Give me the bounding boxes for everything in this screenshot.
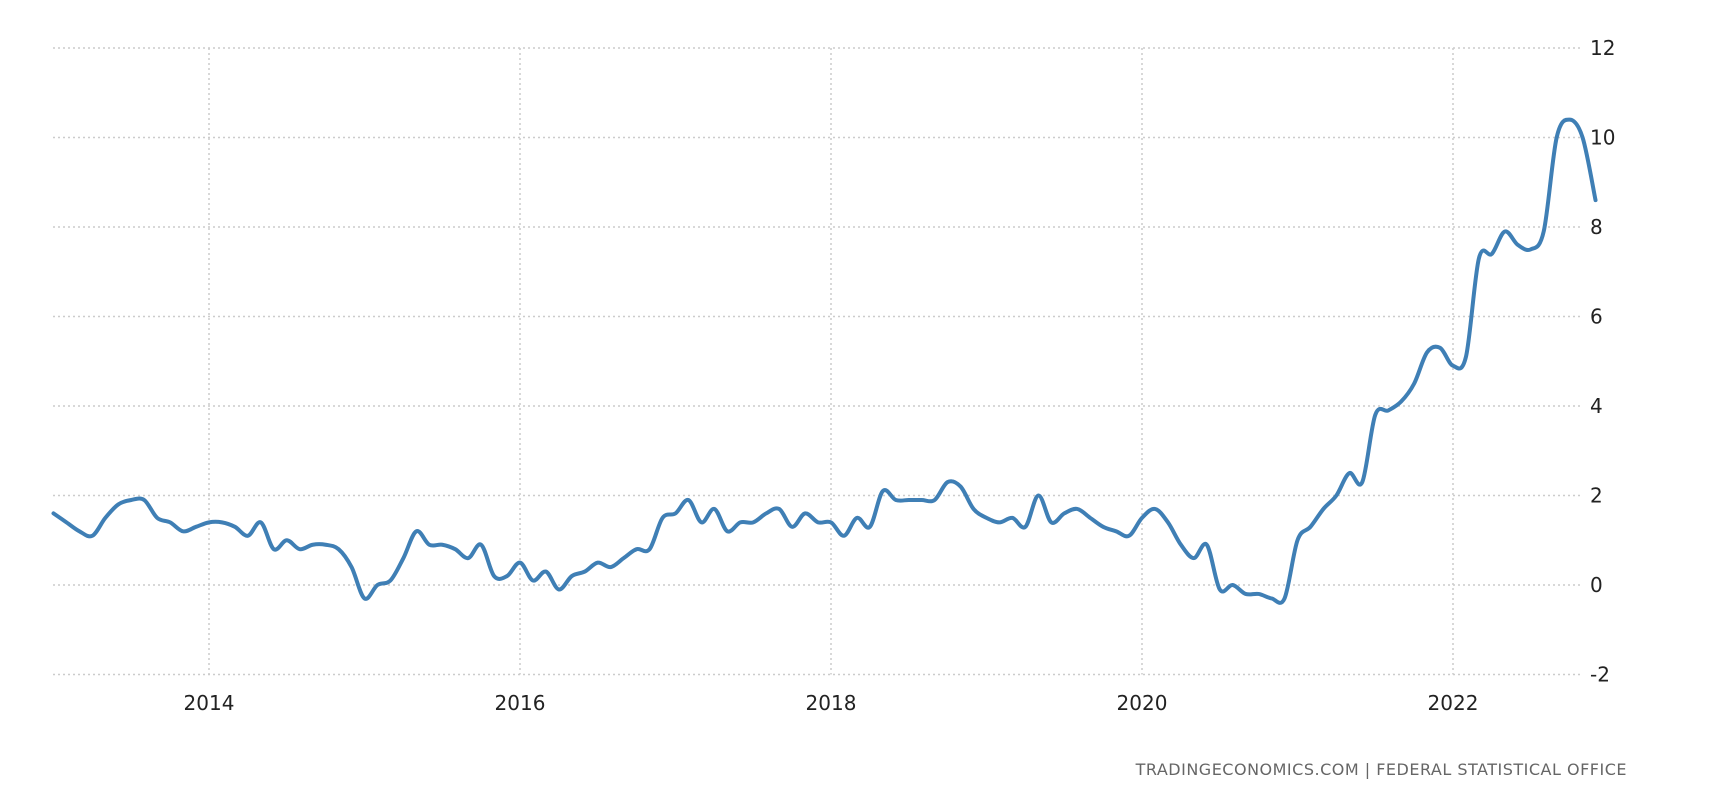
y-tick-label: 10: [1590, 126, 1615, 150]
x-tick-label: 2018: [806, 691, 857, 715]
gridlines: [53, 47, 1582, 676]
x-axis-ticks: 2014 2016 2018 2020 2022: [184, 691, 1479, 715]
x-tick-label: 2014: [184, 691, 235, 715]
y-tick-label: 0: [1590, 573, 1603, 597]
series-line: [51, 117, 1598, 605]
x-tick-label: 2020: [1117, 691, 1168, 715]
y-tick-label: 8: [1590, 215, 1603, 239]
y-tick-label: 12: [1590, 36, 1615, 60]
x-tick-label: 2016: [495, 691, 546, 715]
y-tick-label: 2: [1590, 484, 1603, 508]
y-tick-label: -2: [1590, 663, 1610, 687]
x-tick-label: 2022: [1428, 691, 1479, 715]
y-tick-label: 6: [1590, 305, 1603, 329]
y-axis-ticks: 12 10 8 6 4 2 0 -2: [1590, 36, 1615, 687]
y-tick-label: 4: [1590, 394, 1603, 418]
source-credit: TRADINGECONOMICS.COM | FEDERAL STATISTIC…: [1135, 760, 1627, 779]
